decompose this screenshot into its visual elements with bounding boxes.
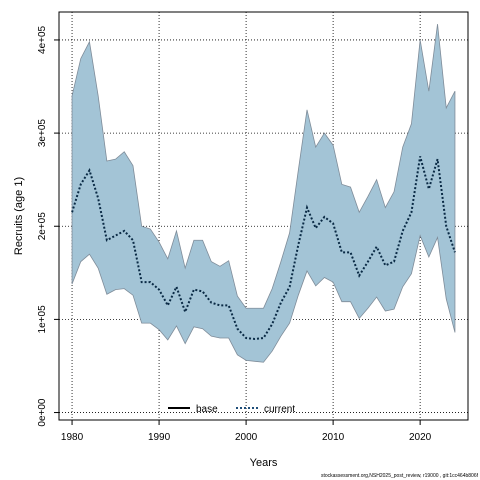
axes-layer: 1980 1990 2000 2010 2020 0e+00 1e+05 2e+05 3e+05… — [37, 25, 432, 443]
plot-frame — [58, 11, 469, 421]
x-tick-label-2000: 2000 — [235, 432, 258, 443]
y-tick-label-200000: 2e+05 — [37, 212, 48, 241]
x-tick-label-2010: 2010 — [322, 432, 345, 443]
y-axis-title: Recruits (age 1) — [13, 177, 25, 255]
legend-label-current: current — [264, 404, 295, 415]
y-tick-label-300000: 3e+05 — [37, 119, 48, 148]
x-tick-label-1980: 1980 — [61, 432, 84, 443]
x-tick-label-1990: 1990 — [148, 432, 171, 443]
series-line-current — [71, 156, 456, 340]
x-axis-title: Years — [250, 457, 278, 469]
y-tick-label-100000: 1e+05 — [37, 305, 48, 334]
legend: base current — [168, 404, 295, 415]
y-tick-label-0: 0e+00 — [37, 398, 48, 427]
y-tick-label-400000: 4e+05 — [37, 25, 48, 54]
confidence-band — [71, 24, 456, 363]
footer-note: stockassessment.org,NSH2025_post_review,… — [321, 473, 479, 479]
legend-label-base: base — [196, 404, 218, 415]
x-tick-label-2020: 2020 — [409, 432, 432, 443]
